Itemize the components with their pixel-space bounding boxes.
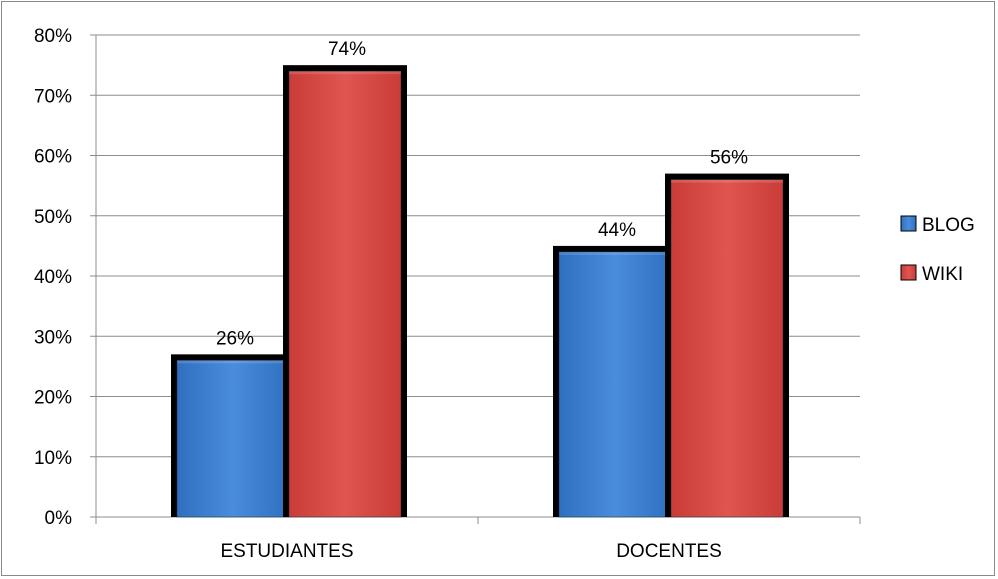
bar-highlight	[289, 71, 401, 75]
y-tick-label: 10%	[34, 448, 72, 469]
y-tick-label: 70%	[34, 86, 72, 107]
legend-label-blog: BLOG	[922, 215, 975, 236]
data-label: 74%	[328, 39, 366, 60]
data-label: 44%	[598, 220, 636, 241]
x-tick-label: ESTUDIANTES	[220, 541, 353, 562]
bar-highlight	[559, 251, 671, 255]
legend: BLOG WIKI	[900, 215, 975, 285]
y-tick-label: 80%	[34, 26, 72, 47]
labels: 26% 74% 44% 56%	[216, 39, 748, 349]
bar-highlight	[177, 360, 289, 364]
bar-wiki	[288, 70, 402, 518]
x-tick-label: DOCENTES	[616, 541, 722, 562]
y-tick-label: 40%	[34, 267, 72, 288]
y-tick-label: 50%	[34, 207, 72, 228]
y-tick-label: 30%	[34, 327, 72, 348]
y-tick-label: 0%	[45, 508, 73, 529]
y-tick-label: 60%	[34, 147, 72, 168]
bar-blog	[558, 251, 672, 518]
bars	[171, 65, 789, 518]
bar-blog	[176, 360, 290, 518]
bar-highlight	[671, 179, 783, 183]
bar-wiki	[670, 179, 784, 518]
axes: 0% 10% 20% 30% 40% 50% 60% 70% 80% ESTUDIANTES DOC…	[34, 26, 861, 562]
legend-label-wiki: WIKI	[922, 264, 963, 285]
legend-swatch-wiki	[900, 264, 917, 281]
y-tick-label: 20%	[34, 388, 72, 409]
data-label: 26%	[216, 328, 254, 349]
legend-swatch-blog	[900, 215, 917, 232]
data-label: 56%	[710, 148, 748, 169]
